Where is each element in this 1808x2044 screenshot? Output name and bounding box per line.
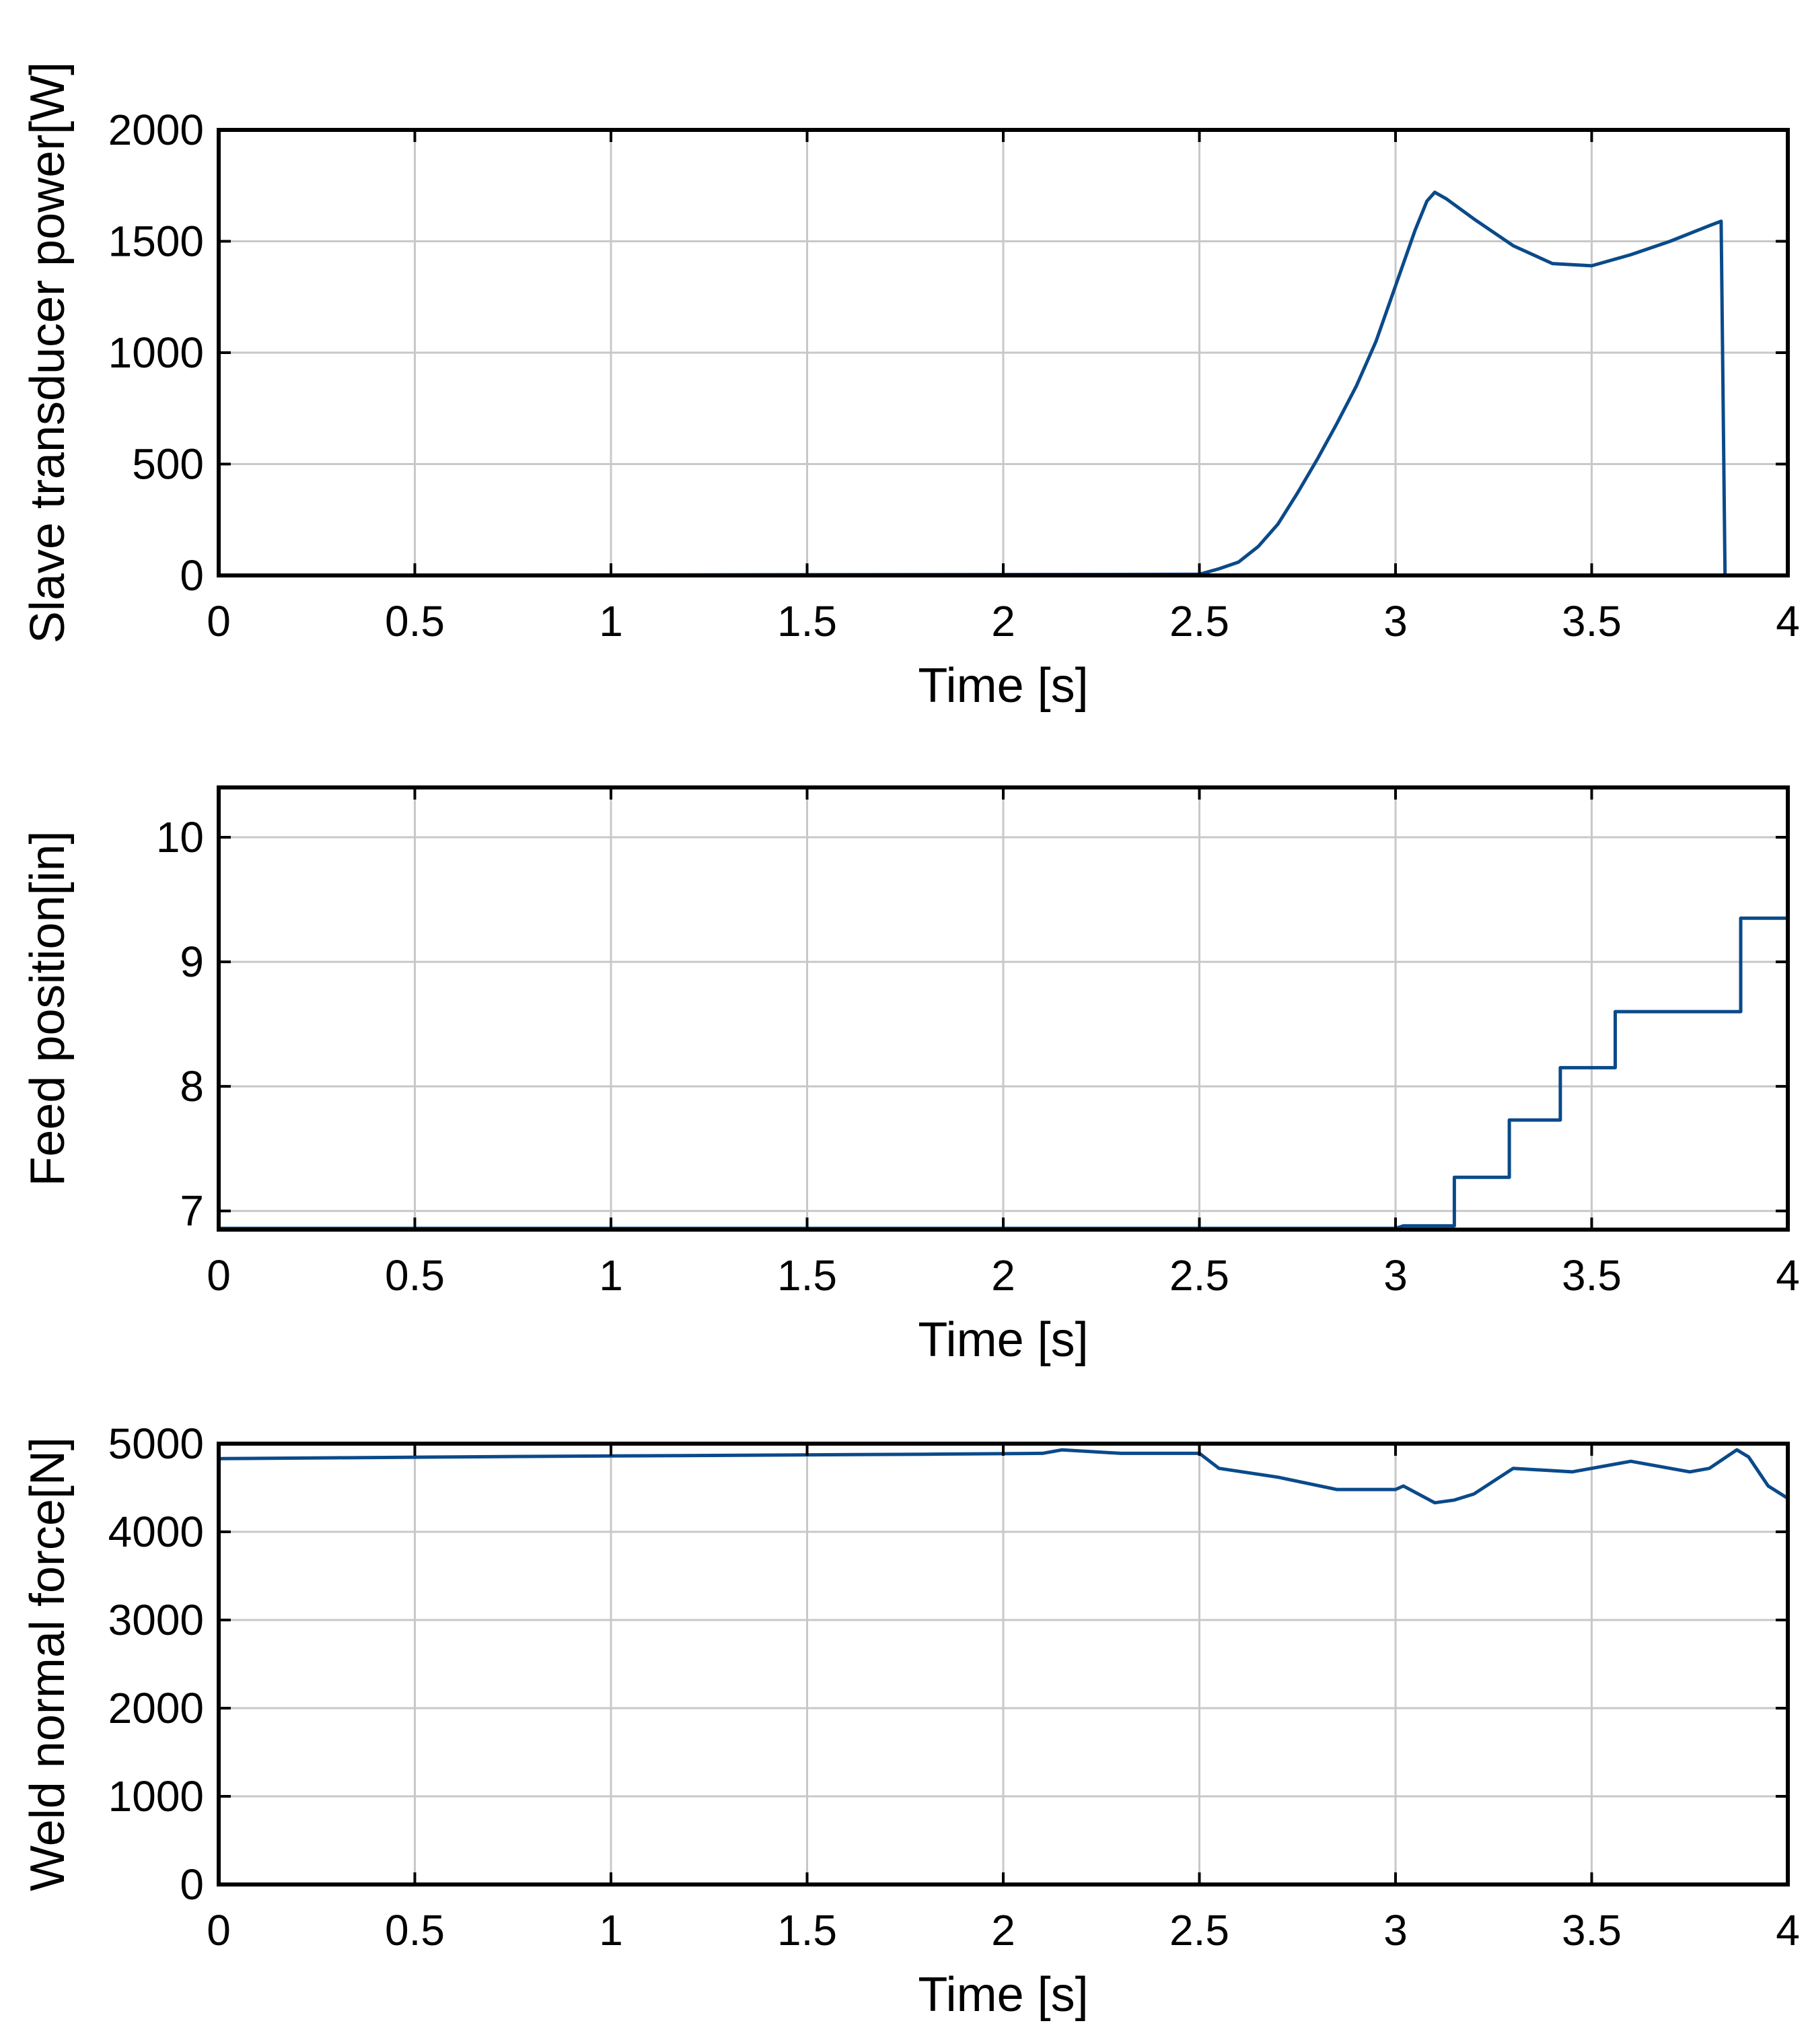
force-x-tick-label: 3.5 — [1562, 1906, 1622, 1954]
feed-y-tick-label: 7 — [180, 1187, 204, 1235]
feed-y-axis-label: Feed position[in] — [21, 831, 75, 1186]
power-y-tick-label: 1500 — [108, 217, 204, 266]
force-y-tick-label: 3000 — [108, 1596, 204, 1644]
feed-x-tick-label: 0 — [207, 1251, 231, 1300]
power-y-tick-label: 2000 — [108, 106, 204, 154]
feed-x-tick-label: 1.5 — [777, 1251, 837, 1300]
force-panel: 0 0.5 1 1.5 2 2.5 3 3.5 4 0 1000 2000 3000 4000 5000 Ti… — [21, 1419, 1800, 2022]
force-x-tick-label: 4 — [1776, 1906, 1800, 1954]
force-x-tick-label: 2 — [991, 1906, 1015, 1954]
force-x-tick-label: 0.5 — [385, 1906, 445, 1954]
force-y-tick-label: 5000 — [108, 1419, 204, 1468]
power-x-tick-label: 4 — [1776, 597, 1800, 645]
force-x-tick-label: 0 — [207, 1906, 231, 1954]
force-series-line — [217, 1448, 1790, 1505]
force-y-tick-label: 4000 — [108, 1508, 204, 1556]
force-y-tick-label: 2000 — [108, 1684, 204, 1732]
feed-x-tick-label: 1 — [599, 1251, 623, 1300]
feed-series-line — [217, 916, 1790, 1230]
power-x-tick-label: 0.5 — [385, 597, 445, 645]
force-x-tick-label: 2.5 — [1169, 1906, 1229, 1954]
force-y-tick-label: 0 — [180, 1860, 204, 1909]
power-x-tick-label: 2.5 — [1169, 597, 1229, 645]
power-x-tick-label: 3.5 — [1562, 597, 1622, 645]
power-x-tick-label: 2 — [991, 597, 1015, 645]
power-x-tick-label: 3 — [1383, 597, 1408, 645]
feed-x-axis-label: Time [s] — [918, 1313, 1088, 1367]
power-y-tick-label: 500 — [132, 440, 204, 489]
feed-x-tick-label: 3 — [1383, 1251, 1408, 1300]
force-x-tick-label: 1 — [599, 1906, 623, 1954]
power-y-axis-label: Slave transducer power[W] — [21, 62, 75, 643]
feed-position-panel: 0 0.5 1 1.5 2 2.5 3 3.5 4 7 8 9 10 Time [s] Feed posit… — [21, 785, 1800, 1367]
force-y-tick-label: 1000 — [108, 1772, 204, 1821]
force-y-axis-label: Weld normal force[N] — [21, 1437, 75, 1891]
feed-x-tick-label: 2.5 — [1169, 1251, 1229, 1300]
force-x-tick-label: 3 — [1383, 1906, 1408, 1954]
feed-x-tick-label: 3.5 — [1562, 1251, 1622, 1300]
power-panel: 0 0.5 1 1.5 2 2.5 3 3.5 4 0 500 1000 1500 2000 Time [s… — [21, 62, 1800, 713]
force-x-axis-label: Time [s] — [918, 1968, 1088, 2022]
feed-y-tick-label: 9 — [180, 938, 204, 986]
feed-x-tick-label: 4 — [1776, 1251, 1800, 1300]
feed-x-tick-label: 0.5 — [385, 1251, 445, 1300]
power-x-tick-label: 0 — [207, 597, 231, 645]
feed-y-tick-label: 10 — [156, 813, 204, 861]
power-y-tick-label: 0 — [180, 551, 204, 600]
power-x-tick-label: 1 — [599, 597, 623, 645]
feed-x-tick-label: 2 — [991, 1251, 1015, 1300]
power-x-tick-label: 1.5 — [777, 597, 837, 645]
force-x-tick-label: 1.5 — [777, 1906, 837, 1954]
power-y-tick-label: 1000 — [108, 328, 204, 377]
power-x-axis-label: Time [s] — [918, 659, 1088, 713]
feed-y-tick-label: 8 — [180, 1062, 204, 1111]
power-series-line — [217, 190, 1790, 577]
